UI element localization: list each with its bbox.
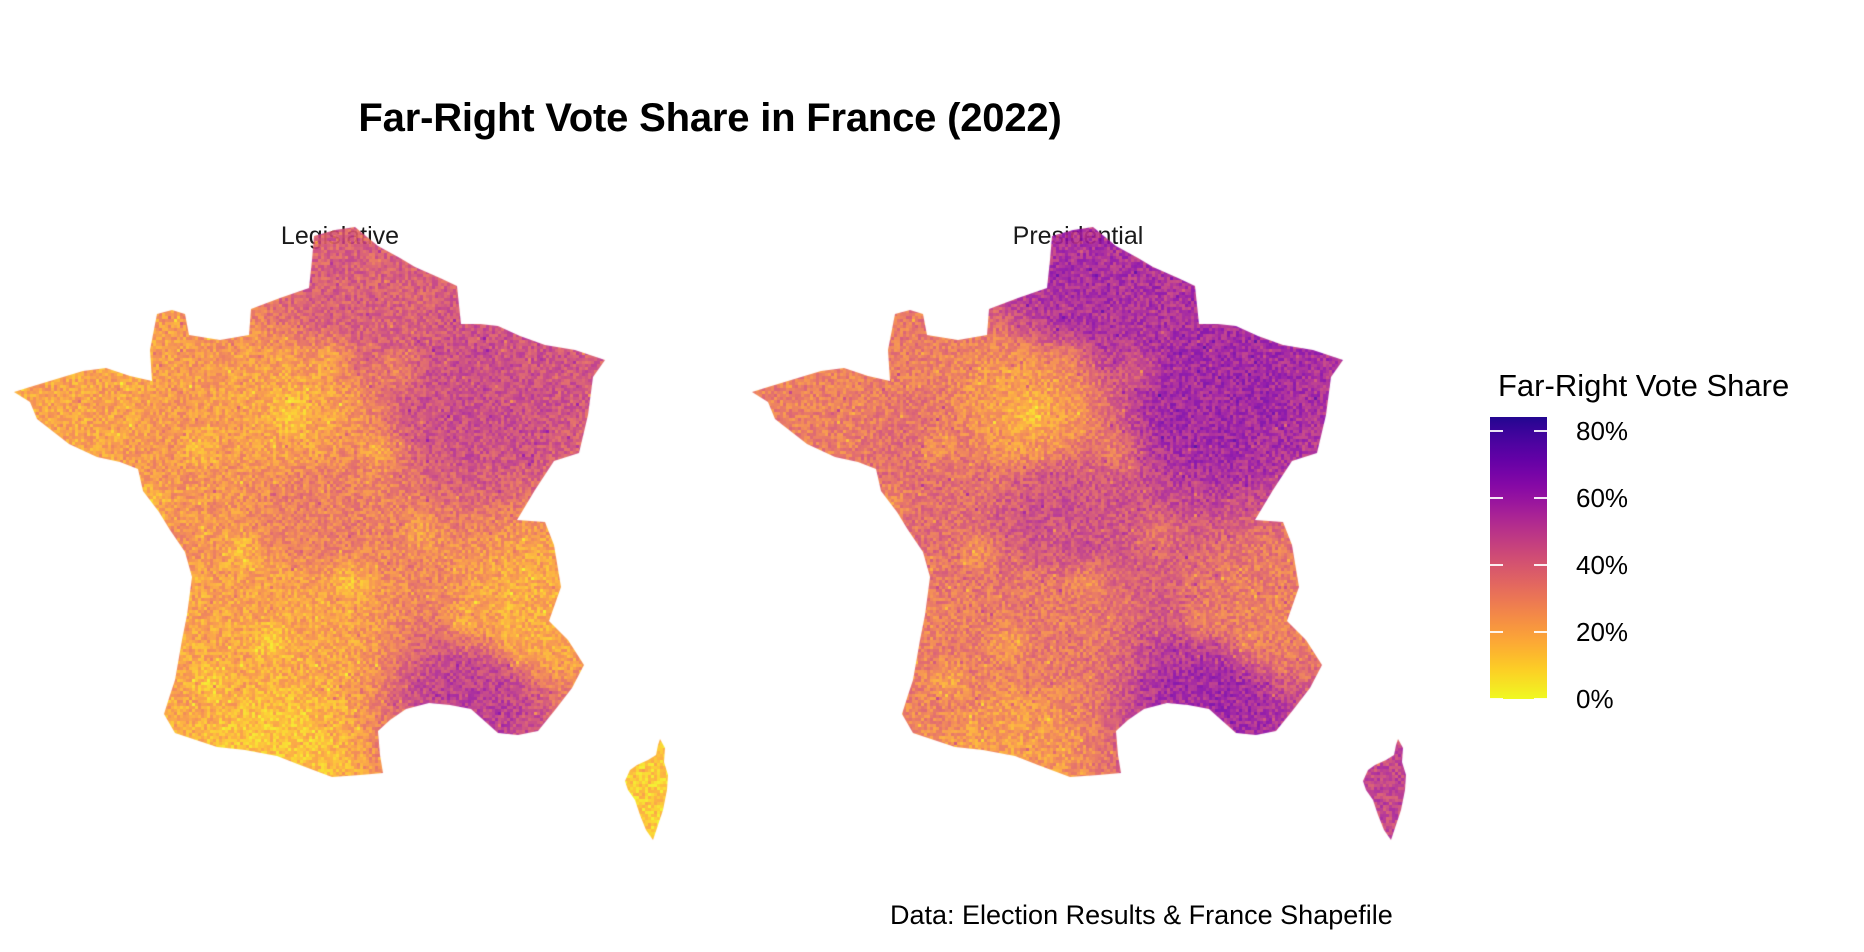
mainland-france-shape — [14, 227, 605, 777]
chart-caption: Data: Election Results & France Shapefil… — [890, 900, 1393, 930]
legend-title: Far-Right Vote Share — [1498, 368, 1790, 403]
legend-tick-mark — [1490, 430, 1503, 432]
legend-tick-label: 0% — [1576, 684, 1614, 714]
legend-tick-label: 80% — [1576, 416, 1629, 447]
corsica-shape — [625, 739, 668, 840]
legend-tick-mark — [1490, 631, 1503, 633]
map-outline-legislative — [0, 200, 720, 860]
corsica-shape — [1363, 739, 1406, 840]
legend-tick-mark — [1534, 631, 1547, 633]
map-panel-legislative — [0, 200, 720, 860]
map-panel-presidential — [738, 200, 1458, 860]
legend-colorbar — [1490, 417, 1547, 699]
legend-tick-mark — [1534, 497, 1547, 499]
legend-tick-label: 40% — [1576, 550, 1629, 581]
map-outline-presidential — [738, 200, 1458, 860]
legend-tick-mark — [1534, 698, 1547, 700]
legend-tick-mark — [1490, 564, 1503, 566]
legend-tick-mark — [1490, 698, 1503, 700]
legend-tick-label: 60% — [1576, 483, 1629, 514]
legend-tick-mark — [1490, 497, 1503, 499]
legend-tick-mark — [1534, 430, 1547, 432]
legend-tick-label: 20% — [1576, 617, 1629, 648]
legend-tick-mark — [1534, 564, 1547, 566]
mainland-france-shape — [752, 227, 1343, 777]
choropleth-presidential — [738, 200, 1458, 860]
chart-title: Far-Right Vote Share in France (2022) — [358, 96, 1062, 140]
choropleth-legislative — [0, 200, 720, 860]
